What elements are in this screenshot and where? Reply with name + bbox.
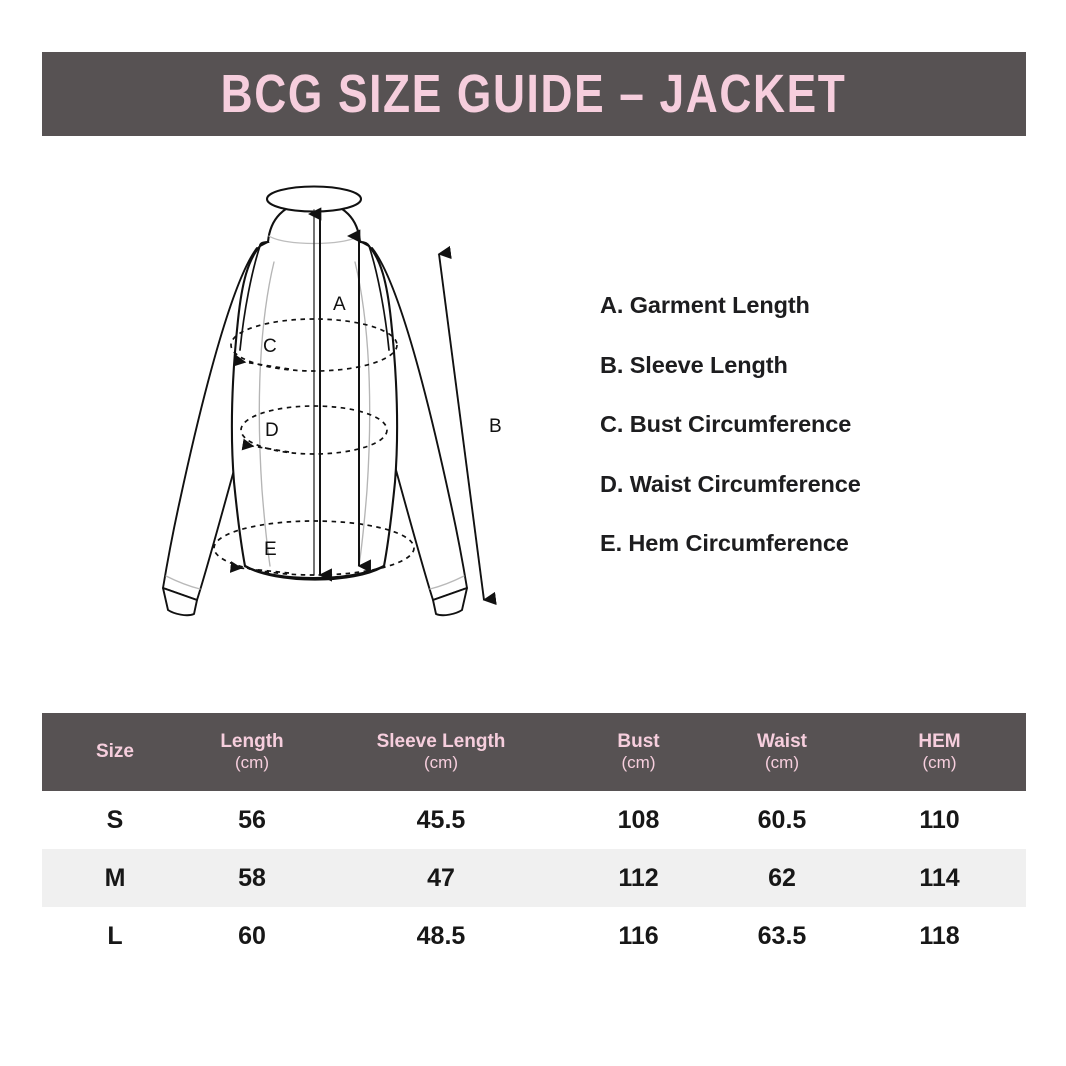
legend-item-a: A. Garment Length [600,292,810,318]
cell-size: M [104,863,126,892]
page-title: BCG SIZE GUIDE – JACKET [221,64,847,124]
table-row: M 58 47 112 62 114 [42,849,1026,907]
col-header-size-label: Size [95,740,135,762]
col-header-hem-unit: (cm) [922,753,957,773]
legend-item-c: C. Bust Circumference [600,411,852,438]
col-header-waist-label: Waist [757,730,807,752]
cell-length: 56 [238,805,266,834]
cell-sleeve: 47 [427,863,455,892]
hem-ellipse [213,520,415,576]
measurement-legend: A. Garment Length B. Sleeve Length C. Bu… [600,292,1020,557]
cell-waist: 62 [768,863,796,892]
col-header-bust-label: Bust [617,730,660,752]
cell-bust: 112 [618,863,659,892]
table-row: L 60 48.5 116 63.5 118 [42,907,1026,965]
title-banner: BCG SIZE GUIDE – JACKET [42,52,1026,136]
arrow-b-sleeve [437,245,497,606]
cell-bust: 116 [618,921,659,950]
label-d: D [265,420,279,441]
bust-ellipse [230,318,398,372]
col-header-sleeve-length: Sleeve Length (cm) [316,713,566,791]
table-header-row: Size Length (cm) Sleeve Length (cm) Bust… [42,713,1026,791]
cell-length: 58 [238,863,266,892]
waist-ellipse [240,405,388,455]
col-header-sleeve-length-unit: (cm) [424,753,458,773]
cell-size: S [106,805,124,834]
col-header-hem: HEM (cm) [853,713,1026,791]
col-header-bust: Bust (cm) [566,713,711,791]
cell-sleeve: 48.5 [416,921,466,950]
label-b: B [489,416,502,437]
cell-length: 60 [238,921,266,950]
cell-hem: 110 [919,805,960,834]
legend-item-e: E. Hem Circumference [600,530,849,557]
col-header-length-label: Length [220,730,284,752]
cell-hem: 114 [919,863,960,892]
col-header-size: Size [42,713,188,791]
col-header-hem-label: HEM [918,730,961,752]
col-header-bust-unit: (cm) [621,753,656,773]
cell-size: L [107,921,123,950]
cell-waist: 60.5 [757,805,807,834]
cell-sleeve: 45.5 [416,805,466,834]
label-a: A [333,294,346,315]
col-header-waist-unit: (cm) [765,753,799,773]
col-header-length-unit: (cm) [235,753,269,773]
legend-item-d: D. Waist Circumference [600,470,861,497]
label-e: E [264,539,277,560]
col-header-length: Length (cm) [188,713,316,791]
legend-item-b: B. Sleeve Length [600,351,788,378]
table-row: S 56 45.5 108 60.5 110 [42,791,1026,849]
cell-bust: 108 [617,805,660,834]
cell-hem: 118 [919,921,960,950]
col-header-waist: Waist (cm) [711,713,853,791]
col-header-sleeve-length-label: Sleeve Length [376,730,506,752]
jacket-technical-drawing: A B C D E [84,170,564,640]
cell-waist: 63.5 [757,921,807,950]
size-chart-table: Size Length (cm) Sleeve Length (cm) Bust… [42,713,1026,965]
label-c: C [263,336,277,357]
